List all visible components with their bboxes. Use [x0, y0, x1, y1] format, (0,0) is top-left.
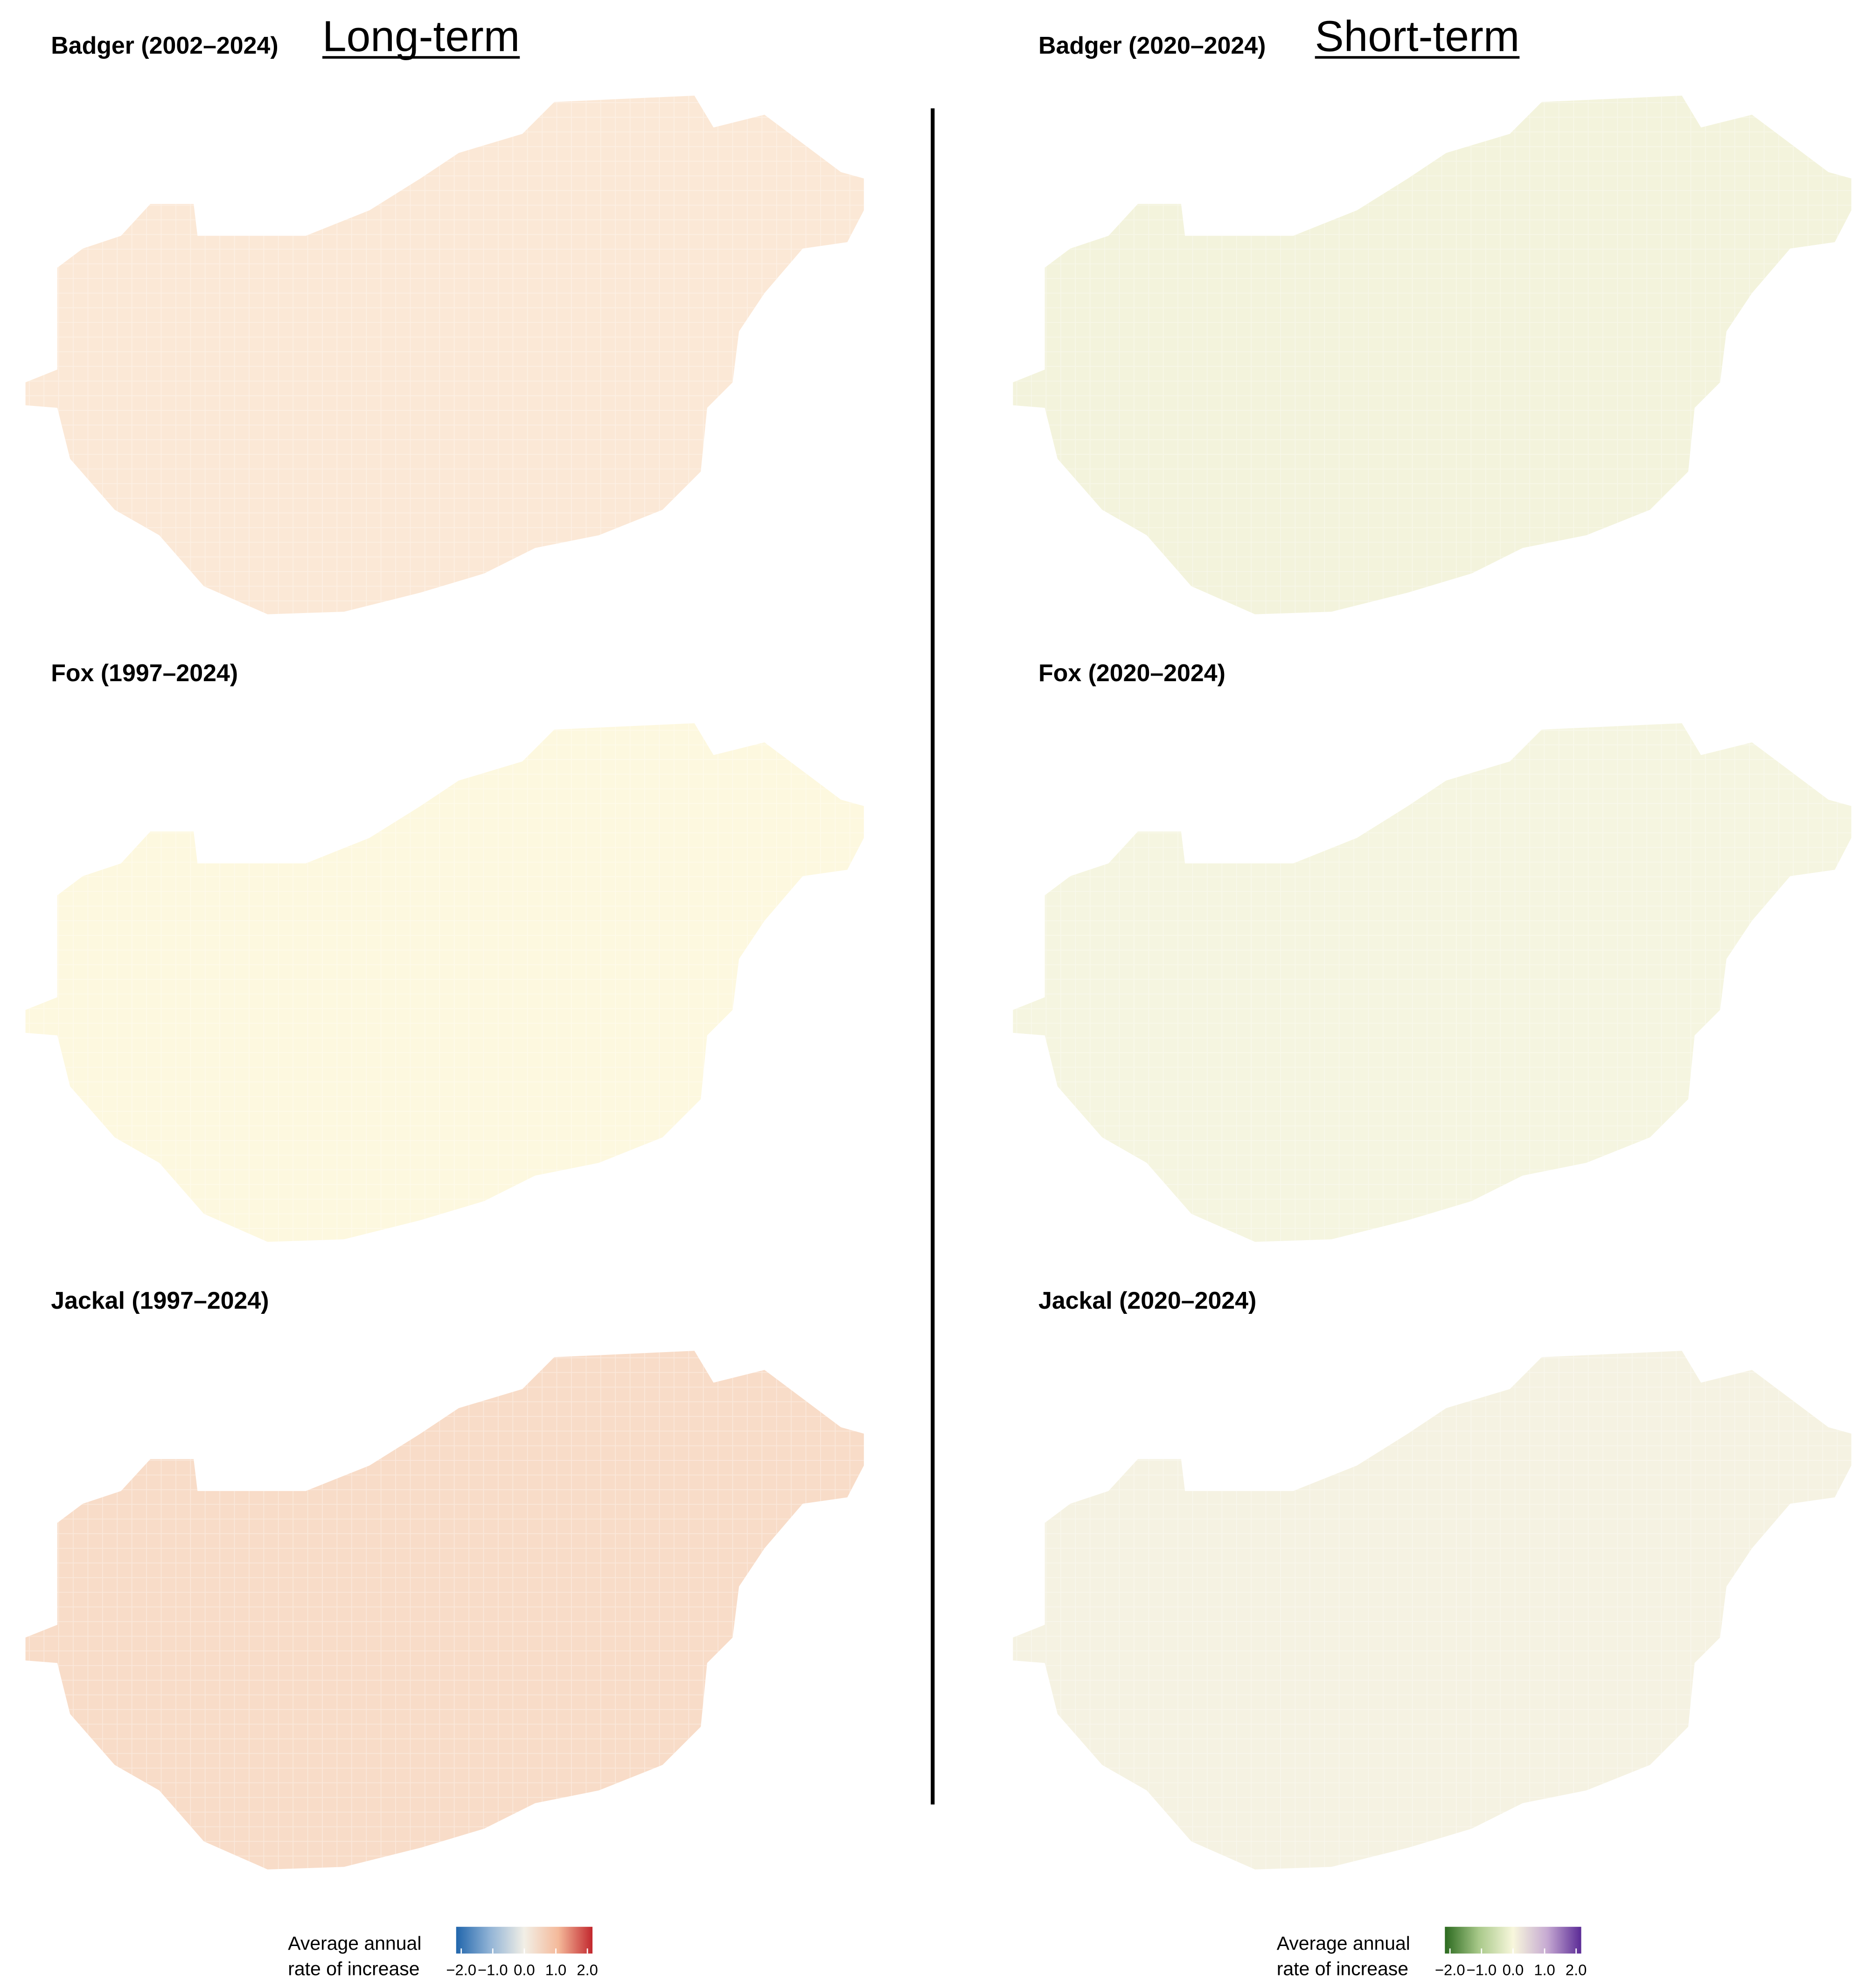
panel-title: Jackal (2020–2024)	[1038, 1287, 1256, 1314]
legend-tick-label: 2.0	[577, 1961, 598, 1979]
map	[25, 1351, 864, 1869]
legend-tick-label: 1.0	[545, 1961, 567, 1979]
legend-title: Average annual	[1277, 1932, 1410, 1954]
panel-title: Fox (2020–2024)	[1038, 659, 1225, 686]
legend-title: Average annual	[288, 1932, 421, 1954]
legend-tick-label: −1.0	[478, 1961, 508, 1979]
map	[1013, 723, 1852, 1242]
panel-title: Jackal (1997–2024)	[51, 1287, 269, 1314]
map-grid	[1013, 723, 1852, 1242]
legend-tick-label: −2.0	[1435, 1961, 1465, 1979]
map-grid	[1013, 95, 1852, 614]
map-grid	[25, 95, 864, 614]
legend-tick-label: −2.0	[446, 1961, 476, 1979]
legend-tick-label: 0.0	[514, 1961, 535, 1979]
map-grid	[25, 1351, 864, 1869]
column-heading: Short-term	[1315, 12, 1520, 60]
panel-title: Fox (1997–2024)	[51, 659, 238, 686]
map-grid	[25, 723, 864, 1242]
map-grid	[1013, 1351, 1852, 1869]
legend-title: rate of increase	[288, 1958, 419, 1980]
column-heading: Long-term	[322, 12, 520, 60]
panel-title: Badger (2020–2024)	[1038, 32, 1266, 59]
map	[1013, 95, 1852, 614]
legend-title: rate of increase	[1277, 1958, 1408, 1980]
map	[25, 723, 864, 1242]
legend-tick-label: 2.0	[1566, 1961, 1587, 1979]
legend-tick-label: −1.0	[1466, 1961, 1497, 1979]
legend-tick-label: 1.0	[1534, 1961, 1555, 1979]
legend-tick-label: 0.0	[1503, 1961, 1524, 1979]
map	[1013, 1351, 1852, 1869]
map	[25, 95, 864, 614]
panel-title: Badger (2002–2024)	[51, 32, 278, 59]
